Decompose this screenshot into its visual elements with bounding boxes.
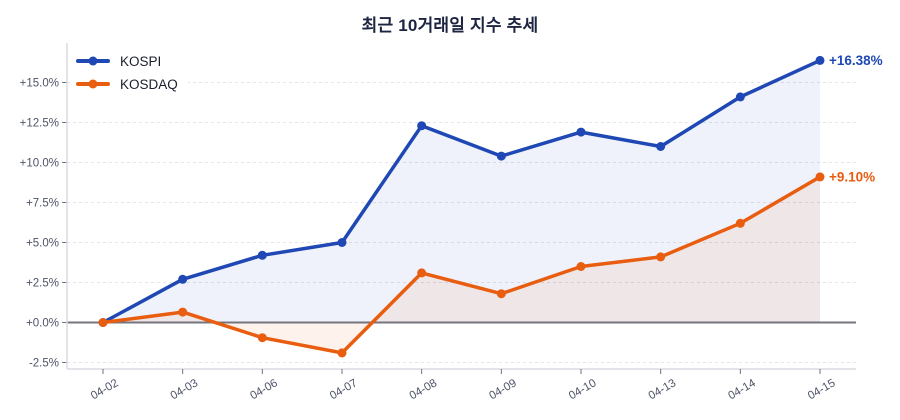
- x-tick-label: 04-07: [328, 377, 359, 402]
- x-tick-label: 04-15: [806, 377, 837, 402]
- legend: KOSPI KOSDAQ: [70, 49, 188, 96]
- kosdaq-area-fill: [103, 176, 820, 353]
- kospi-area-fill: [103, 60, 820, 323]
- kospi-end-annotation: +16.38%: [829, 53, 883, 68]
- kosdaq-point[interactable]: [576, 262, 586, 271]
- kosdaq-point[interactable]: [735, 218, 745, 228]
- kospi-point[interactable]: [257, 250, 267, 260]
- kosdaq-point[interactable]: [656, 252, 666, 262]
- kospi-line-sample-icon: [76, 56, 110, 66]
- x-tick-label: 04-09: [487, 377, 518, 402]
- kospi-point[interactable]: [656, 142, 666, 151]
- kospi-point[interactable]: [815, 55, 825, 65]
- y-tick-label: +10.0%: [20, 158, 59, 170]
- kosdaq-point[interactable]: [337, 348, 347, 358]
- y-tick-label: +15.0%: [20, 78, 59, 90]
- legend-item-kosdaq[interactable]: KOSDAQ: [76, 75, 178, 93]
- y-tick-label: -2.5%: [29, 358, 59, 370]
- y-tick-label: +5.0%: [26, 238, 59, 250]
- x-tick-label: 04-08: [408, 377, 439, 402]
- x-tick-label: 04-06: [248, 377, 279, 402]
- kospi-point[interactable]: [735, 92, 745, 102]
- kospi-line: [101, 58, 822, 325]
- x-tick-label: 04-03: [169, 377, 200, 402]
- y-tick-label: +12.5%: [20, 118, 59, 130]
- kosdaq-point[interactable]: [98, 318, 108, 327]
- y-tick-label: +2.5%: [26, 278, 59, 290]
- kospi-point[interactable]: [576, 127, 586, 137]
- kosdaq-point[interactable]: [417, 268, 427, 278]
- kosdaq-point[interactable]: [178, 307, 188, 317]
- kosdaq-end-annotation: +9.10%: [829, 169, 875, 184]
- kosdaq-point[interactable]: [257, 333, 267, 343]
- kosdaq-line-sample-icon: [76, 79, 110, 89]
- kospi-point[interactable]: [178, 274, 188, 284]
- x-tick-label: 04-13: [647, 377, 678, 402]
- kospi-point[interactable]: [417, 121, 427, 131]
- chart-title: 최근 10거래일 지수 추세: [361, 16, 539, 35]
- kosdaq-point[interactable]: [496, 289, 506, 299]
- kosdaq-point[interactable]: [815, 172, 825, 182]
- y-tick-label: +0.0%: [26, 318, 59, 330]
- legend-item-kospi[interactable]: KOSPI: [76, 52, 178, 70]
- kospi-point[interactable]: [337, 238, 347, 247]
- legend-label-kospi: KOSPI: [120, 53, 162, 69]
- y-tick-label: +7.5%: [26, 198, 59, 210]
- kosdaq-line: [101, 175, 822, 355]
- kospi-point[interactable]: [496, 151, 506, 161]
- x-tick-label: 04-14: [726, 377, 758, 402]
- x-tick-label: 04-02: [89, 377, 120, 402]
- x-tick-label: 04-10: [567, 377, 598, 402]
- legend-label-kosdaq: KOSDAQ: [120, 76, 178, 92]
